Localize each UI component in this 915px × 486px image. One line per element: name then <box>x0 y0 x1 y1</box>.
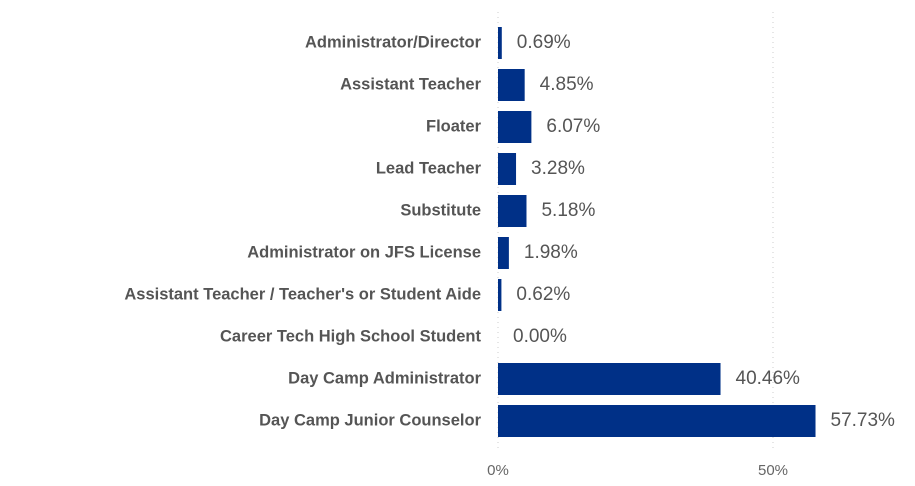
bar <box>498 27 502 59</box>
category-label: Lead Teacher <box>376 159 482 177</box>
bar <box>498 405 816 437</box>
category-label: Administrator/Director <box>305 33 482 51</box>
value-label: 3.28% <box>531 158 585 179</box>
bar <box>498 153 517 185</box>
category-label: Assistant Teacher / Teacher's or Student… <box>124 285 481 303</box>
bar <box>498 279 502 311</box>
bar <box>498 363 721 395</box>
category-label: Assistant Teacher <box>340 75 481 93</box>
value-label: 40.46% <box>736 368 801 389</box>
category-label: Day Camp Junior Counselor <box>259 411 481 429</box>
value-label: 1.98% <box>524 242 578 263</box>
value-label: 6.07% <box>546 116 600 137</box>
value-label: 0.00% <box>513 326 567 347</box>
category-label: Substitute <box>400 201 481 219</box>
bar <box>498 237 509 269</box>
value-label: 0.62% <box>516 284 570 305</box>
bar <box>498 195 527 227</box>
x-tick-label: 50% <box>758 462 788 479</box>
value-label: 5.18% <box>541 200 595 221</box>
value-label: 57.73% <box>831 410 896 431</box>
bar <box>498 111 532 143</box>
x-tick-label: 0% <box>487 462 509 479</box>
value-label: 4.85% <box>540 74 594 95</box>
category-label: Floater <box>426 117 482 135</box>
value-label: 0.69% <box>517 32 571 53</box>
category-label: Administrator on JFS License <box>247 243 481 261</box>
bar <box>498 69 525 101</box>
category-label: Day Camp Administrator <box>288 369 481 387</box>
category-label: Career Tech High School Student <box>220 327 481 345</box>
